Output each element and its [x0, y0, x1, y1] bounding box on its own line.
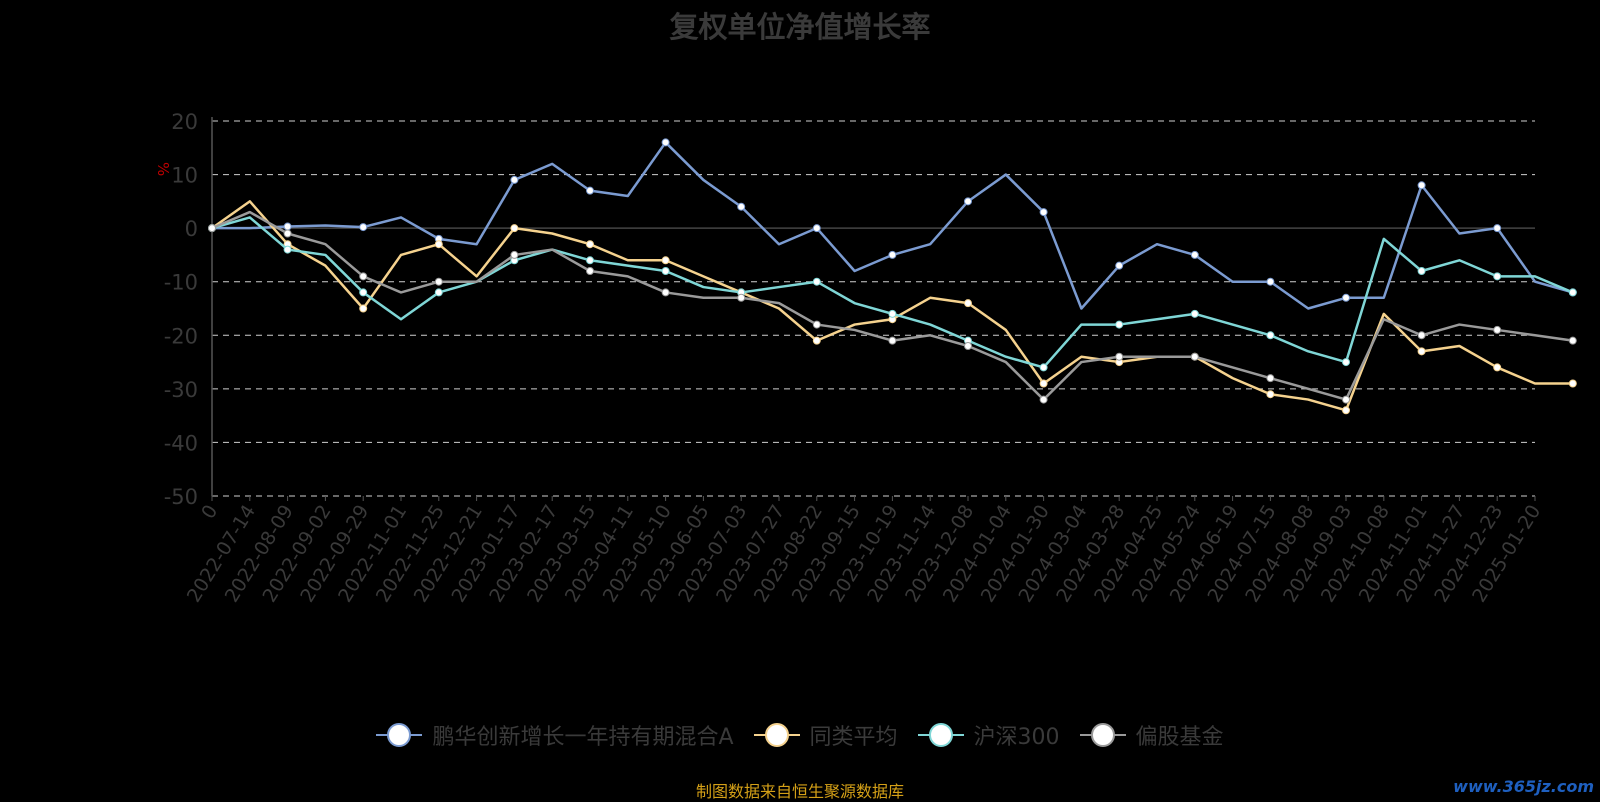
- y-tick-label: -30: [164, 378, 198, 402]
- data-point: [1568, 336, 1577, 345]
- data-point: [964, 342, 972, 350]
- y-tick-label: -50: [164, 485, 198, 509]
- data-point: [888, 250, 897, 259]
- data-point: [359, 288, 368, 297]
- data-point: [812, 224, 821, 233]
- data-point: [1493, 272, 1502, 281]
- data-point: [586, 186, 594, 195]
- data-point: [586, 256, 594, 265]
- series-line: [211, 210, 1573, 401]
- legend-marker-icon: [917, 722, 964, 748]
- chart-title: 复权单位净值增长率: [669, 10, 931, 44]
- data-point: [737, 293, 746, 302]
- data-point: [1039, 379, 1048, 388]
- data-point: [888, 309, 897, 318]
- data-point: [1115, 261, 1124, 270]
- legend-label-fund: 鹏华创新增长一年持有期混合A: [432, 725, 734, 750]
- data-point: [1342, 406, 1350, 415]
- y-tick-label: 20: [171, 110, 198, 134]
- data-point: [359, 223, 368, 232]
- legend-marker-icon: [376, 722, 423, 748]
- data-point: [1493, 363, 1502, 372]
- series-line: [211, 216, 1574, 369]
- data-point: [1190, 250, 1199, 259]
- data-point: [283, 229, 292, 238]
- data-point: [586, 267, 594, 275]
- data-point: [1568, 379, 1577, 388]
- data-point: [510, 175, 519, 184]
- data-point: [661, 267, 670, 275]
- legend: 鹏华创新增长一年持有期混合A 同类平均 沪深300 偏股基金: [0, 719, 1600, 751]
- data-point: [359, 272, 368, 281]
- data-point: [510, 250, 519, 259]
- data-point: [812, 277, 821, 286]
- series-line: [211, 200, 1573, 412]
- data-point: [1115, 352, 1124, 361]
- data-point: [510, 224, 519, 233]
- data-point: [359, 304, 368, 313]
- data-point: [964, 197, 972, 206]
- data-point: [1417, 181, 1426, 190]
- data-point: [1417, 267, 1426, 275]
- data-point: [434, 288, 443, 297]
- watermark: www.365jz.com: [1453, 777, 1594, 796]
- data-point: [434, 277, 443, 286]
- legend-item-csi300[interactable]: 沪深300: [917, 719, 1060, 751]
- y-axis-label: %: [154, 162, 172, 176]
- x-tick-label: 0: [197, 501, 222, 523]
- legend-label-equity-fund: 偏股基金: [1135, 725, 1224, 750]
- data-point: [1342, 358, 1350, 367]
- data-point: [1190, 309, 1199, 318]
- data-point: [1039, 395, 1048, 404]
- data-point: [737, 202, 746, 211]
- legend-item-fund[interactable]: 鹏华创新增长一年持有期混合A: [376, 719, 734, 751]
- data-point: [1266, 374, 1275, 383]
- legend-item-equity-fund[interactable]: 偏股基金: [1079, 719, 1224, 751]
- data-source-note: 制图数据来自恒生聚源数据库: [695, 782, 904, 801]
- data-point: [208, 224, 216, 233]
- data-point: [1417, 347, 1426, 356]
- y-tick-label: -10: [164, 271, 198, 295]
- y-tick-label: 0: [185, 217, 198, 241]
- data-point: [1417, 331, 1426, 340]
- data-point: [1266, 277, 1275, 286]
- data-point: [1039, 363, 1048, 372]
- y-tick-label: 10: [171, 164, 198, 188]
- data-point: [1342, 395, 1350, 404]
- data-point: [1568, 288, 1577, 297]
- data-point: [1115, 320, 1124, 329]
- data-point: [1266, 331, 1275, 340]
- data-point: [283, 245, 292, 254]
- data-point: [661, 288, 670, 297]
- series-line: [212, 141, 1574, 310]
- data-point: [1039, 208, 1048, 217]
- data-point: [434, 240, 443, 249]
- y-tick-label: -20: [164, 324, 198, 348]
- legend-item-peer-average[interactable]: 同类平均: [753, 719, 898, 751]
- data-point: [1190, 352, 1199, 361]
- data-point: [661, 138, 670, 147]
- data-point: [1493, 224, 1502, 233]
- legend-label-peer-average: 同类平均: [809, 725, 898, 750]
- data-point: [888, 336, 897, 345]
- legend-label-csi300: 沪深300: [973, 725, 1060, 750]
- y-tick-label: -40: [164, 431, 198, 455]
- data-point: [1493, 325, 1502, 334]
- data-point: [812, 320, 821, 329]
- data-point: [586, 240, 594, 249]
- data-point: [1266, 390, 1275, 399]
- legend-marker-icon: [1079, 722, 1126, 748]
- data-point: [283, 222, 292, 231]
- data-point: [964, 299, 972, 308]
- data-point: [1342, 293, 1350, 302]
- data-point: [661, 256, 670, 265]
- legend-marker-icon: [753, 722, 800, 748]
- data-point: [812, 336, 821, 345]
